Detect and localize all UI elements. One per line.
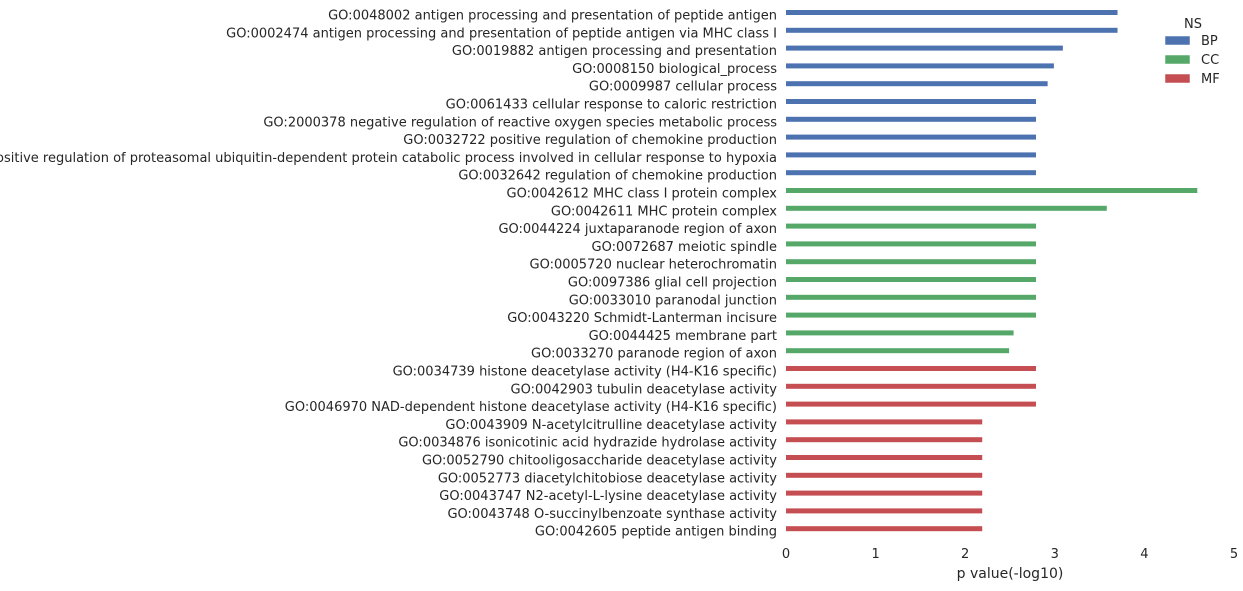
y-tick-label: GO:0042903 tubulin deacetylase activity bbox=[511, 382, 778, 397]
bar-mf-25 bbox=[786, 455, 983, 460]
y-tick-labels: GO:0048002 antigen processing and presen… bbox=[0, 9, 777, 540]
y-tick-label: GO:0032722 positive regulation of chemok… bbox=[403, 133, 777, 148]
bar-cc-12 bbox=[786, 223, 1036, 229]
y-tick-label: GO:0002474 antigen processing and presen… bbox=[226, 26, 777, 41]
bar-cc-14 bbox=[786, 259, 1036, 265]
bar-bp-4 bbox=[786, 81, 1048, 87]
y-tick-label: GO:0043909 N-acetylcitrulline deacetylas… bbox=[445, 418, 777, 433]
bar-mf-20 bbox=[786, 366, 1036, 371]
bar-mf-26 bbox=[786, 472, 983, 478]
y-tick-label: GO:0072687 meiotic spindle bbox=[592, 240, 777, 255]
bar-bp-1 bbox=[786, 27, 1118, 33]
legend-swatch-bp bbox=[1164, 35, 1191, 46]
bar-bp-2 bbox=[786, 45, 1063, 51]
x-tick-label: 3 bbox=[1051, 547, 1059, 562]
y-tick-label: GO:0019882 antigen processing and presen… bbox=[452, 44, 777, 59]
x-axis-label: p value(-log10) bbox=[957, 566, 1064, 582]
y-tick-label: GO:0044425 membrane part bbox=[589, 329, 777, 344]
y-tick-label: GO:0034876 isonicotinic acid hydrazide h… bbox=[398, 436, 777, 451]
bar-mf-21 bbox=[786, 383, 1036, 389]
y-tick-label: GO:0046970 NAD-dependent histone deacety… bbox=[285, 400, 777, 415]
x-tick-labels: 0 1 2 3 4 5 bbox=[782, 547, 1238, 562]
y-tick-label: GO:0008150 biological_process bbox=[572, 62, 777, 77]
bar-cc-19 bbox=[786, 348, 1010, 354]
bar-bp-8 bbox=[786, 152, 1036, 158]
legend: NS BP CC MF bbox=[1164, 17, 1220, 87]
legend-swatch-mf bbox=[1164, 73, 1191, 84]
bar-bp-7 bbox=[786, 134, 1036, 140]
y-tick-label: GO:2000777 positive regulation of protea… bbox=[0, 151, 777, 166]
legend-items: BP CC MF bbox=[1164, 34, 1220, 87]
legend-label-mf: MF bbox=[1201, 72, 1220, 87]
x-tick-label: 1 bbox=[871, 547, 879, 562]
bar-bp-5 bbox=[786, 99, 1036, 104]
legend-title: NS bbox=[1184, 17, 1202, 32]
y-tick-label: GO:0043748 O-succinylbenzoate synthase a… bbox=[447, 507, 777, 522]
x-tick-label: 2 bbox=[961, 547, 969, 562]
y-tick-label: GO:0048002 antigen processing and presen… bbox=[328, 9, 777, 24]
bar-bp-3 bbox=[786, 63, 1054, 69]
bar-cc-13 bbox=[786, 241, 1036, 247]
x-tick-label: 0 bbox=[782, 547, 790, 562]
y-tick-label: GO:0043220 Schmidt-Lanterman incisure bbox=[507, 311, 777, 326]
bar-cc-16 bbox=[786, 294, 1036, 300]
y-tick-label: GO:0005720 nuclear heterochromatin bbox=[530, 258, 778, 273]
bar-cc-18 bbox=[786, 330, 1014, 336]
bar-cc-15 bbox=[786, 277, 1036, 282]
y-tick-label: GO:0042605 peptide antigen binding bbox=[535, 525, 777, 540]
y-tick-label: GO:0009987 cellular process bbox=[589, 80, 777, 95]
bar-mf-23 bbox=[786, 419, 983, 425]
bar-bp-0 bbox=[786, 10, 1118, 15]
legend-label-bp: BP bbox=[1201, 34, 1218, 49]
bar-mf-28 bbox=[786, 508, 983, 514]
bar-mf-22 bbox=[786, 401, 1036, 407]
bar-cc-11 bbox=[786, 205, 1107, 211]
y-tick-label: GO:0097386 glial cell projection bbox=[568, 276, 777, 291]
y-tick-label: GO:0052790 chitooligosaccharide deacetyl… bbox=[422, 454, 777, 469]
bar-cc-10 bbox=[786, 188, 1198, 193]
bars-layer bbox=[786, 10, 1198, 532]
y-tick-label: GO:0033010 paranodal junction bbox=[569, 293, 777, 308]
legend-swatch-cc bbox=[1164, 54, 1191, 65]
bar-bp-9 bbox=[786, 170, 1036, 176]
legend-label-cc: CC bbox=[1201, 53, 1219, 68]
bar-bp-6 bbox=[786, 116, 1036, 122]
y-tick-label: GO:0044224 juxtaparanode region of axon bbox=[498, 222, 777, 237]
bar-mf-24 bbox=[786, 437, 983, 443]
x-tick-label: 5 bbox=[1230, 547, 1238, 562]
y-tick-label: GO:0052773 diacetylchitobiose deacetylas… bbox=[438, 471, 777, 486]
y-tick-label: GO:0034739 histone deacetylase activity … bbox=[393, 365, 777, 380]
y-tick-label: GO:0042612 MHC class I protein complex bbox=[507, 187, 778, 202]
y-tick-label: GO:0061433 cellular response to caloric … bbox=[446, 98, 777, 113]
bar-cc-17 bbox=[786, 312, 1036, 318]
x-tick-label: 4 bbox=[1140, 547, 1148, 562]
y-tick-label: GO:0042611 MHC protein complex bbox=[551, 204, 777, 219]
y-tick-label: GO:0043747 N2-acetyl-L-lysine deacetylas… bbox=[439, 489, 777, 504]
bar-mf-27 bbox=[786, 490, 983, 496]
bar-mf-29 bbox=[786, 526, 983, 532]
y-tick-label: GO:0032642 regulation of chemokine produ… bbox=[458, 169, 777, 184]
y-tick-label: GO:2000378 negative regulation of reacti… bbox=[263, 115, 777, 130]
y-tick-label: GO:0033270 paranode region of axon bbox=[531, 347, 777, 362]
